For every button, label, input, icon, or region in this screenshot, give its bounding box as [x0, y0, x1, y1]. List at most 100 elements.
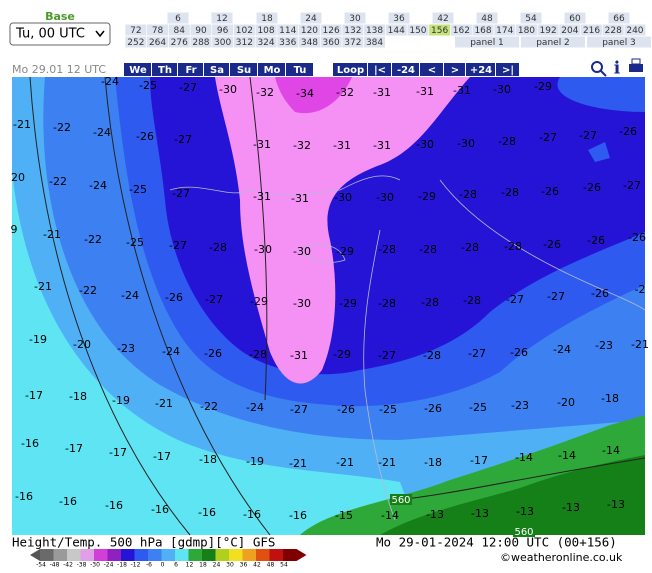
control-button[interactable] [392, 63, 419, 76]
control-button[interactable] [333, 63, 367, 76]
hour-label[interactable]: 150 [409, 26, 426, 36]
control-label[interactable]: >| [502, 65, 514, 76]
panel-cell[interactable] [521, 36, 585, 48]
hour-cell[interactable] [581, 24, 603, 36]
hour-label[interactable]: 102 [236, 26, 253, 36]
hour-cell[interactable] [277, 36, 299, 48]
hour-cell[interactable] [255, 36, 277, 48]
hour-label[interactable]: 126 [323, 26, 340, 36]
hour-label[interactable]: 288 [192, 38, 209, 48]
hour-cell[interactable] [342, 36, 364, 48]
control-button[interactable] [496, 63, 519, 76]
panel-cell[interactable] [455, 36, 519, 48]
hour-cell[interactable] [364, 36, 386, 48]
hour-cell[interactable] [320, 36, 342, 48]
hour-label[interactable]: 300 [214, 38, 231, 48]
hour-cell[interactable] [564, 12, 586, 24]
hour-cell[interactable] [476, 12, 498, 24]
day-label[interactable]: Fr [185, 65, 196, 76]
hour-label[interactable]: 18 [261, 14, 273, 24]
control-button[interactable] [420, 63, 443, 76]
hour-label[interactable]: 54 [525, 14, 537, 24]
hour-label[interactable]: 360 [323, 38, 340, 48]
hour-label[interactable]: 174 [496, 26, 513, 36]
hour-label[interactable]: 252 [127, 38, 144, 48]
hour-label[interactable]: 192 [540, 26, 557, 36]
hour-label[interactable]: 168 [474, 26, 491, 36]
control-label[interactable]: +24 [470, 65, 492, 76]
hour-cell[interactable] [212, 24, 234, 36]
hour-label[interactable]: 132 [344, 26, 361, 36]
hour-cell[interactable] [255, 24, 277, 36]
hour-label[interactable]: 12 [216, 14, 227, 24]
hour-label[interactable]: 162 [453, 26, 470, 36]
hour-cell[interactable] [256, 12, 278, 24]
hour-cell[interactable] [515, 24, 537, 36]
hour-cell[interactable] [190, 24, 212, 36]
day-button[interactable] [124, 63, 151, 76]
hour-cell[interactable] [344, 12, 366, 24]
day-label[interactable]: Su [237, 65, 251, 76]
hour-cell[interactable] [537, 24, 559, 36]
hour-label[interactable]: 114 [279, 26, 296, 36]
panel-cell[interactable] [587, 36, 651, 48]
hour-cell[interactable] [298, 36, 320, 48]
hour-cell[interactable] [432, 12, 454, 24]
hour-cell[interactable] [364, 24, 386, 36]
hour-label[interactable]: 24 [305, 14, 317, 24]
hour-label[interactable]: 120 [301, 26, 318, 36]
hour-cell[interactable] [388, 12, 410, 24]
control-label[interactable]: -24 [397, 65, 415, 76]
hour-cell[interactable] [233, 24, 255, 36]
hour-cell[interactable] [147, 24, 169, 36]
hour-cell[interactable] [300, 12, 322, 24]
control-label[interactable]: < [428, 65, 436, 76]
hour-label[interactable]: 60 [569, 14, 581, 24]
day-button[interactable] [230, 63, 257, 76]
hour-label[interactable]: 96 [217, 26, 229, 36]
hour-cell[interactable] [450, 24, 472, 36]
control-label[interactable]: |< [374, 65, 386, 76]
hour-label[interactable]: 90 [195, 26, 207, 36]
hour-label[interactable]: 264 [149, 38, 166, 48]
day-label[interactable]: Tu [294, 65, 307, 76]
hour-cell[interactable] [472, 24, 494, 36]
hour-label[interactable]: 348 [301, 38, 318, 48]
panel-label[interactable]: panel 1 [470, 38, 504, 48]
hour-label[interactable]: 30 [349, 14, 361, 24]
base-select[interactable] [9, 22, 111, 46]
hour-cell[interactable] [147, 36, 169, 48]
hour-label[interactable]: 312 [236, 38, 253, 48]
hour-label[interactable]: 78 [152, 26, 164, 36]
info-icon[interactable]: i [614, 59, 621, 79]
hour-cell[interactable] [168, 24, 190, 36]
hour-label[interactable]: 66 [613, 14, 625, 24]
day-button[interactable] [152, 63, 177, 76]
day-label[interactable]: Th [158, 65, 172, 76]
hour-cell[interactable] [212, 36, 234, 48]
hour-cell[interactable] [167, 12, 189, 24]
hour-cell[interactable] [407, 24, 429, 36]
hour-label[interactable]: 42 [437, 14, 448, 24]
base-select-text[interactable]: Tu, 00 UTC [15, 27, 85, 42]
hour-label[interactable]: 240 [626, 26, 643, 36]
day-button[interactable] [258, 63, 285, 76]
print-icon[interactable] [629, 64, 643, 72]
day-button[interactable] [204, 63, 229, 76]
hour-label[interactable]: 216 [583, 26, 600, 36]
hour-label[interactable]: 324 [257, 38, 274, 48]
control-button[interactable] [466, 63, 495, 76]
hour-label[interactable]: 276 [171, 38, 188, 48]
hour-label[interactable]: 372 [344, 38, 361, 48]
hour-label[interactable]: 384 [366, 38, 383, 48]
hour-cell[interactable] [624, 24, 646, 36]
hour-label[interactable]: 336 [279, 38, 296, 48]
hour-cell[interactable] [429, 24, 451, 36]
hour-cell[interactable] [342, 24, 364, 36]
hour-label[interactable]: 204 [561, 26, 578, 36]
zoom-icon[interactable] [591, 61, 603, 73]
hour-label[interactable]: 138 [366, 26, 383, 36]
hour-cell[interactable] [277, 24, 299, 36]
control-label[interactable]: Loop [337, 65, 364, 76]
control-button[interactable] [368, 63, 391, 76]
